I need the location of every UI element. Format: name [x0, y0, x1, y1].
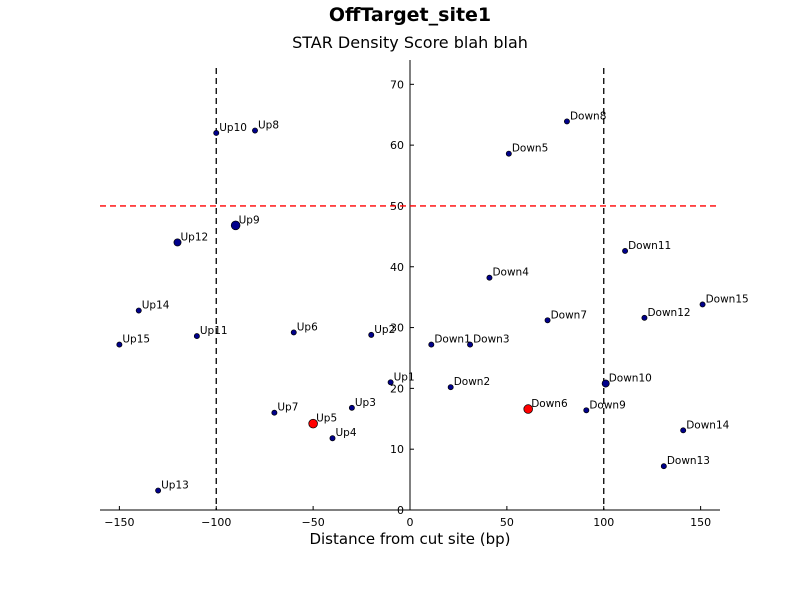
x-tick-label: −150: [104, 516, 134, 529]
point-label-down6: Down6: [531, 398, 568, 410]
x-tick-label: 50: [500, 516, 514, 529]
point-label-up13: Up13: [161, 480, 189, 492]
data-point-up1: [387, 379, 394, 386]
data-point-down7: [544, 317, 551, 324]
data-point-up3: [348, 404, 355, 411]
point-label-down4: Down4: [492, 267, 529, 279]
data-point-down6: [523, 404, 533, 414]
data-point-down4: [486, 274, 493, 281]
x-tick-label: 0: [407, 516, 414, 529]
point-label-down11: Down11: [628, 240, 671, 252]
data-point-down12: [641, 314, 648, 321]
data-point-up11: [193, 333, 200, 340]
point-label-down12: Down12: [647, 307, 690, 319]
x-tick-label: −50: [302, 516, 325, 529]
x-tick-label: 100: [593, 516, 614, 529]
data-point-up12: [173, 238, 182, 247]
point-label-up1: Up1: [394, 371, 415, 383]
chart-subtitle: STAR Density Score blah blah: [292, 33, 528, 52]
point-label-up6: Up6: [297, 321, 318, 333]
data-point-up10: [213, 130, 220, 136]
point-label-up9: Up9: [239, 214, 260, 226]
point-label-down1: Down1: [434, 334, 470, 346]
data-point-up14: [135, 307, 142, 314]
data-point-down10: [601, 379, 610, 388]
x-tick-label: −100: [201, 516, 231, 529]
y-tick-label: 50: [390, 200, 404, 213]
y-tick-label: 70: [390, 78, 404, 91]
x-tick-label: 150: [690, 516, 711, 529]
data-point-down9: [583, 407, 590, 414]
data-point-down1: [428, 341, 435, 348]
point-label-up3: Up3: [355, 397, 376, 409]
point-label-up7: Up7: [277, 402, 298, 414]
data-point-up7: [271, 409, 278, 416]
y-tick-label: 20: [390, 382, 404, 395]
point-label-down10: Down10: [609, 373, 652, 385]
data-point-down8: [563, 118, 570, 125]
data-point-up5: [308, 418, 318, 429]
data-point-down15: [699, 301, 706, 308]
point-label-up8: Up8: [258, 120, 279, 132]
y-tick-label: 0: [397, 504, 404, 517]
point-label-up15: Up15: [122, 334, 150, 346]
data-point-down5: [505, 150, 512, 157]
data-point-down2: [447, 384, 454, 391]
point-label-down9: Down9: [589, 399, 625, 411]
data-point-down13: [660, 463, 667, 470]
data-point-up9: [230, 220, 241, 231]
point-label-down3: Down3: [473, 334, 509, 346]
y-tick-label: 30: [390, 322, 404, 335]
point-label-down15: Down15: [706, 293, 749, 305]
data-point-up13: [155, 487, 162, 494]
point-label-up4: Up4: [336, 427, 357, 439]
y-tick-label: 10: [390, 443, 404, 456]
point-label-up2: Up2: [374, 324, 395, 336]
point-label-up14: Up14: [142, 300, 170, 312]
data-point-up4: [329, 435, 336, 442]
data-point-up2: [368, 331, 375, 338]
data-point-down14: [680, 427, 687, 434]
point-label-up5: Up5: [316, 413, 337, 425]
point-label-down5: Down5: [512, 143, 548, 155]
data-point-down11: [622, 247, 629, 254]
chart-title: OffTarget_site1: [328, 4, 492, 26]
point-label-down8: Down8: [570, 110, 606, 122]
point-label-down7: Down7: [551, 309, 587, 321]
point-label-up12: Up12: [181, 231, 209, 243]
x-axis-label: Distance from cut site (bp): [309, 530, 511, 548]
point-label-down13: Down13: [667, 455, 710, 467]
point-label-up10: Up10: [219, 122, 247, 134]
data-point-up6: [290, 329, 297, 336]
data-point-down3: [467, 341, 474, 348]
y-tick-label: 60: [390, 139, 404, 152]
y-tick-label: 40: [390, 261, 404, 274]
point-label-up11: Up11: [200, 325, 228, 337]
point-label-down14: Down14: [686, 419, 729, 431]
data-point-up15: [116, 341, 123, 348]
point-label-down2: Down2: [454, 376, 490, 388]
data-point-up8: [252, 127, 258, 134]
